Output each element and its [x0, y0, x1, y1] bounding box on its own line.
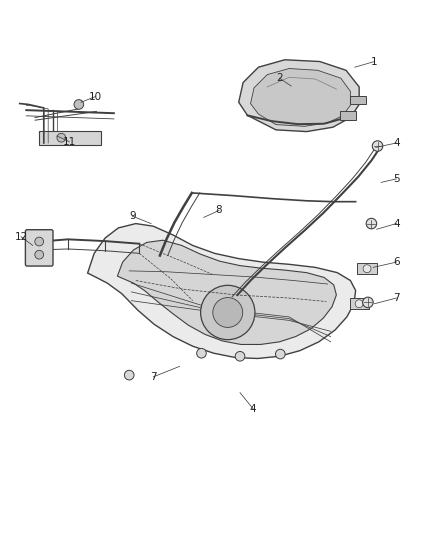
- Text: 9: 9: [129, 211, 136, 221]
- Text: 1: 1: [371, 56, 378, 67]
- Circle shape: [197, 349, 206, 358]
- Text: 4: 4: [393, 138, 400, 148]
- Circle shape: [363, 265, 371, 273]
- FancyBboxPatch shape: [25, 230, 53, 266]
- Text: 2: 2: [276, 73, 283, 83]
- Text: 4: 4: [250, 404, 257, 414]
- Circle shape: [372, 141, 383, 151]
- Circle shape: [355, 300, 363, 308]
- Polygon shape: [239, 60, 359, 132]
- Polygon shape: [88, 223, 356, 359]
- Polygon shape: [39, 131, 101, 145]
- Circle shape: [35, 237, 44, 246]
- Circle shape: [35, 251, 44, 259]
- Circle shape: [235, 351, 245, 361]
- Text: 6: 6: [393, 257, 400, 267]
- Text: 4: 4: [393, 219, 400, 229]
- Polygon shape: [350, 298, 369, 309]
- Polygon shape: [251, 69, 350, 126]
- Polygon shape: [357, 263, 377, 274]
- Text: 11: 11: [63, 136, 76, 147]
- Text: 8: 8: [215, 205, 223, 215]
- Text: 7: 7: [393, 293, 400, 303]
- Circle shape: [276, 349, 285, 359]
- Circle shape: [57, 133, 66, 142]
- Circle shape: [74, 100, 84, 109]
- Text: 5: 5: [393, 174, 400, 184]
- Circle shape: [366, 219, 377, 229]
- Polygon shape: [340, 111, 356, 120]
- Text: 7: 7: [150, 372, 157, 382]
- Circle shape: [124, 370, 134, 380]
- Circle shape: [363, 297, 373, 308]
- Circle shape: [201, 285, 255, 340]
- Polygon shape: [117, 240, 336, 344]
- Circle shape: [213, 297, 243, 327]
- Text: 10: 10: [89, 92, 102, 102]
- Text: 12: 12: [14, 232, 28, 242]
- Polygon shape: [350, 96, 366, 104]
